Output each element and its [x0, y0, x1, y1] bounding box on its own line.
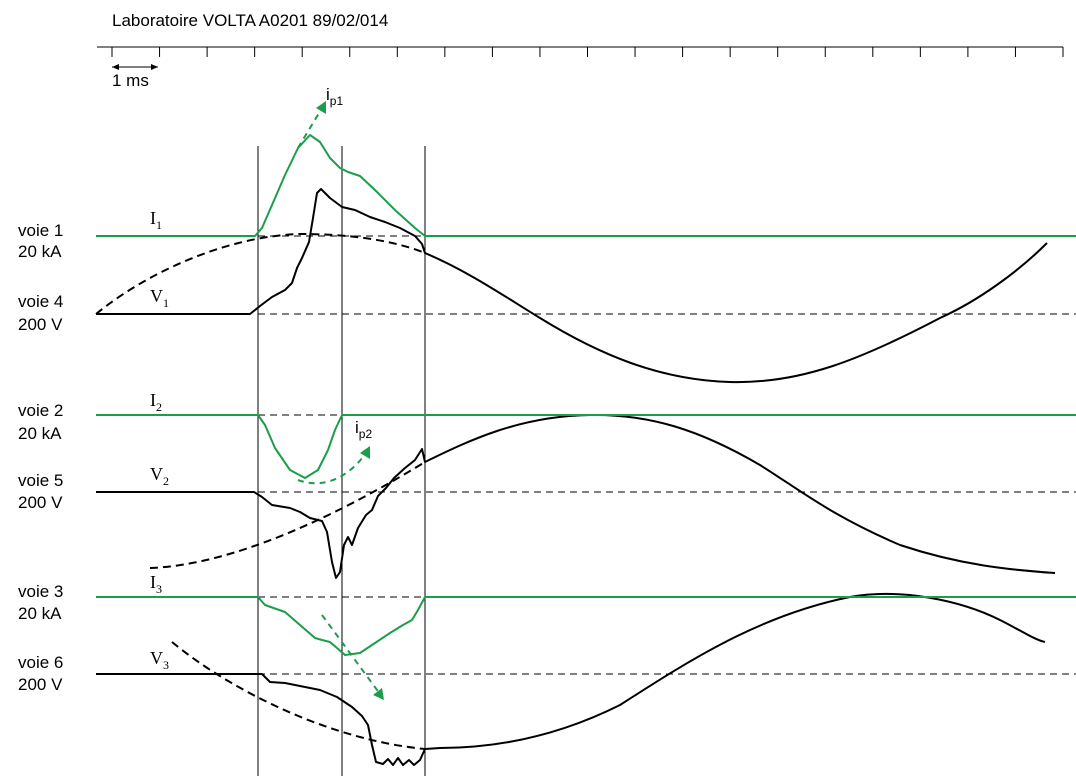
current-traces — [96, 134, 1076, 656]
prospective-voltage-2 — [149, 461, 426, 569]
trace-V2 — [96, 413, 1056, 579]
channel-scale-voie-4: 200 V — [18, 315, 63, 334]
channel-scale-voie-5: 200 V — [18, 493, 63, 512]
annotation-ip2: ip2 — [355, 418, 372, 441]
arrowhead-ip1 — [316, 101, 326, 114]
channel-label-voie-1: voie 1 — [18, 221, 63, 240]
time-axis-ticks — [111, 47, 1064, 57]
channel-label-voie-3: voie 3 — [18, 582, 63, 601]
arrow-I3 — [321, 614, 381, 695]
series-label-V2: V2 — [150, 464, 169, 488]
trace-I3 — [96, 596, 1076, 656]
trace-I1 — [96, 134, 1076, 237]
series-label-I3: I3 — [150, 572, 162, 596]
trace-V3 — [96, 592, 1046, 766]
prospective-current-arrows — [297, 107, 381, 695]
series-label-V3: V3 — [150, 648, 169, 672]
trace-I2 — [96, 414, 1076, 479]
signal-labels: I1 V1 I2 V2 I3 V3 — [150, 208, 169, 672]
voltage-traces — [96, 188, 1056, 766]
arrow-ip2 — [297, 451, 368, 485]
series-label-I1: I1 — [150, 208, 162, 232]
channel-label-voie-5: voie 5 — [18, 471, 63, 490]
time-axis: 1 ms — [97, 46, 1064, 90]
trace-V1 — [96, 188, 1048, 384]
scale-bar-label: 1 ms — [112, 71, 149, 90]
annotation-ip1: ip1 — [326, 85, 343, 108]
channel-scale-voie-2: 20 kA — [18, 424, 62, 443]
reference-lines — [258, 235, 1076, 675]
channel-scale-voie-1: 20 kA — [18, 242, 62, 261]
prospective-voltage-1 — [95, 232, 426, 315]
prospective-curves — [95, 232, 426, 750]
channel-scale-voie-6: 200 V — [18, 675, 63, 694]
arrowhead-ip2 — [360, 446, 370, 459]
series-label-I2: I2 — [150, 390, 162, 414]
channel-label-voie-4: voie 4 — [18, 292, 63, 311]
arrowheads — [316, 101, 384, 700]
arrowhead-I3 — [373, 688, 384, 700]
channel-labels: voie 1 20 kA voie 4 200 V voie 2 20 kA v… — [18, 221, 63, 694]
channel-scale-voie-3: 20 kA — [18, 604, 62, 623]
series-label-V1: V1 — [150, 286, 169, 310]
arrow-ip1 — [297, 107, 323, 149]
channel-label-voie-2: voie 2 — [18, 401, 63, 420]
channel-label-voie-6: voie 6 — [18, 653, 63, 672]
chart-title: Laboratoire VOLTA A0201 89/02/014 — [112, 11, 388, 30]
prospective-voltage-3 — [171, 641, 426, 750]
